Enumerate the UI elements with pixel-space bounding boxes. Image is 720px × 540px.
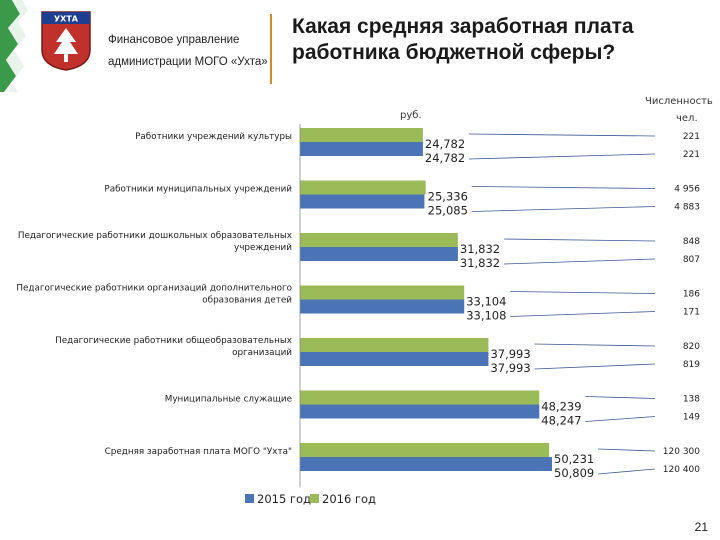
category-label: Работники муниципальных учреждений xyxy=(104,185,292,195)
leader-line xyxy=(597,448,656,452)
page-number: 21 xyxy=(694,520,708,534)
count-heading: Численность xyxy=(645,96,713,107)
category-label: Работники учреждений культуры xyxy=(135,132,292,142)
unit-label: руб. xyxy=(400,110,422,121)
data-label-2015: 25,085 xyxy=(428,204,468,218)
leader-line xyxy=(503,238,656,242)
data-label-2016: 25,336 xyxy=(428,190,468,204)
leader-line xyxy=(503,258,656,265)
data-label-2015: 31,832 xyxy=(460,256,500,270)
title-line1: Какая средняя заработная плата xyxy=(292,15,634,38)
leader-line xyxy=(468,153,656,160)
count-unit: чел. xyxy=(676,113,698,124)
category-label: учреждений xyxy=(234,243,292,253)
category-label: Педагогические работники организаций доп… xyxy=(16,284,292,294)
data-label-2016: 37,993 xyxy=(490,347,530,361)
category-label: Педагогические работники общеобразовател… xyxy=(55,336,292,346)
emblem-text: УХТА xyxy=(54,15,79,24)
count-label-2016: 4 956 xyxy=(674,185,700,195)
leader-line xyxy=(471,206,656,212)
legend-label-2015: 2015 год xyxy=(257,492,311,506)
title-line2: работника бюджетной сферы? xyxy=(292,41,616,64)
data-label-2015: 24,782 xyxy=(425,151,465,165)
org-name-line1: Финансовое управление xyxy=(108,34,240,46)
leader-line xyxy=(585,396,656,399)
leader-line xyxy=(534,363,656,370)
leader-line xyxy=(510,311,656,317)
page-title: Какая средняя заработная плата работника… xyxy=(292,14,634,66)
leader-line xyxy=(510,291,656,294)
count-label-2015: 4 883 xyxy=(674,203,700,213)
bar-2015 xyxy=(300,194,425,209)
legend-swatch-2015 xyxy=(245,494,254,503)
leader-line xyxy=(534,343,656,347)
leader-line xyxy=(585,416,656,422)
count-label-2015: 149 xyxy=(683,413,700,423)
count-label-2015: 120 400 xyxy=(663,465,700,475)
leader-line xyxy=(471,186,656,189)
count-label-2016: 120 300 xyxy=(663,447,700,457)
data-label-2015: 37,993 xyxy=(490,361,530,375)
data-label-2015: 48,247 xyxy=(541,414,581,428)
header-divider xyxy=(270,14,272,84)
data-label-2015: 33,108 xyxy=(466,309,506,323)
count-label-2015: 819 xyxy=(683,360,700,370)
bar-2016 xyxy=(300,443,550,457)
bar-2016 xyxy=(300,128,423,142)
bar-2015 xyxy=(300,352,489,366)
count-label-2016: 186 xyxy=(683,290,700,300)
count-label-2016: 138 xyxy=(683,395,700,405)
bar-2016 xyxy=(300,180,426,195)
category-label: образования детей xyxy=(202,296,292,306)
bar-2015 xyxy=(300,299,465,314)
decorative-band xyxy=(0,0,34,92)
category-label: Педагогические работники дошкольных обра… xyxy=(18,231,292,241)
bar-2016 xyxy=(300,285,465,300)
category-label: Муниципальные служащие xyxy=(165,395,292,405)
legend-swatch-2016 xyxy=(310,494,319,503)
count-label-2015: 171 xyxy=(683,308,700,318)
bar-2016 xyxy=(300,233,458,247)
count-label-2016: 820 xyxy=(683,342,700,352)
category-label: Средняя заработная плата МОГО "Ухта" xyxy=(105,447,292,457)
bar-2016 xyxy=(300,390,540,405)
count-label-2015: 807 xyxy=(683,255,700,265)
bar-2015 xyxy=(300,457,553,471)
org-name-line2: администрации МОГО «Ухта» xyxy=(108,56,268,68)
data-label-2016: 48,239 xyxy=(541,400,581,414)
bar-2015 xyxy=(300,247,458,261)
count-label-2015: 221 xyxy=(683,150,700,160)
bar-2015 xyxy=(300,142,423,156)
count-label-2016: 221 xyxy=(683,132,700,142)
leader-line xyxy=(468,133,656,137)
count-label-2016: 848 xyxy=(683,237,700,247)
category-label: организаций xyxy=(232,348,292,358)
data-label-2016: 50,231 xyxy=(554,452,594,466)
data-label-2015: 50,809 xyxy=(554,466,594,480)
legend-label-2016: 2016 год xyxy=(322,492,376,506)
data-label-2016: 33,104 xyxy=(466,295,506,309)
bar-2016 xyxy=(300,338,489,352)
data-label-2016: 31,832 xyxy=(460,242,500,256)
data-label-2016: 24,782 xyxy=(425,137,465,151)
bar-2015 xyxy=(300,404,540,419)
emblem-icon: УХТА xyxy=(41,11,91,71)
leader-line xyxy=(597,468,656,475)
